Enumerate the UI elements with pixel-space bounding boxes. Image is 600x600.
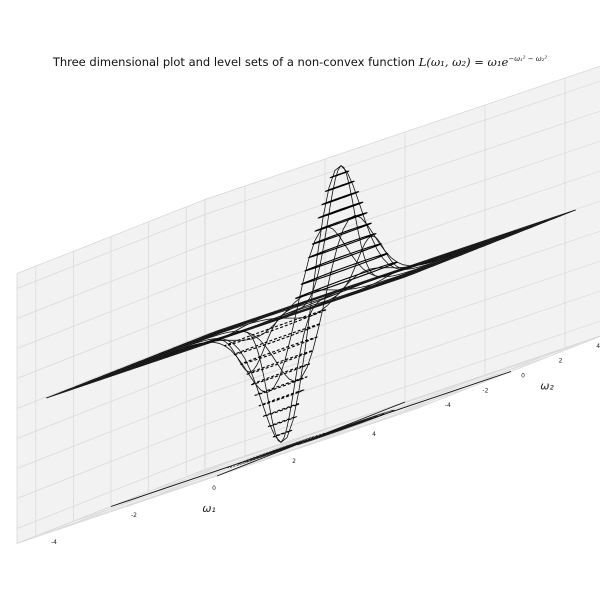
axis-panes <box>17 65 600 544</box>
y-axis-label: ω₂ <box>540 380 554 393</box>
y-tick-label: 4 <box>596 343 600 350</box>
x-tick-label: -2 <box>131 512 137 519</box>
y-tick-label: 0 <box>521 373 525 380</box>
y-tick-label: -4 <box>445 402 451 409</box>
x-tick-label: -4 <box>51 539 57 546</box>
x-tick-label: 2 <box>292 458 296 465</box>
y-tick-label: -2 <box>482 387 488 394</box>
x-tick-label: 4 <box>372 431 376 438</box>
y-tick-label: 2 <box>559 358 563 365</box>
x-tick-label: 0 <box>212 485 216 492</box>
x-axis-label: ω₁ <box>202 502 216 515</box>
